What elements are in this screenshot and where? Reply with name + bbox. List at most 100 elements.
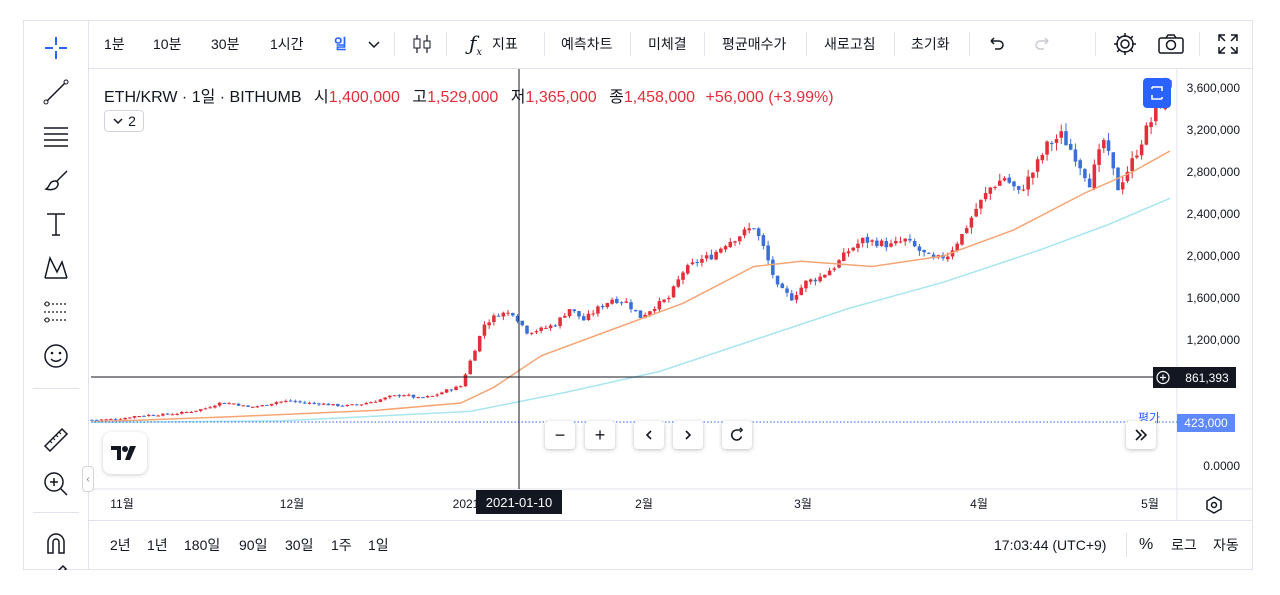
emoji-tool[interactable] (23, 336, 89, 376)
candle-body (648, 311, 652, 315)
low-label: 저 (510, 89, 526, 106)
open-orders-button[interactable]: 미체결 (648, 36, 687, 52)
candle-body (529, 332, 534, 334)
text-tool[interactable] (23, 204, 89, 244)
divider (894, 32, 895, 56)
trendline-tool[interactable] (23, 72, 89, 112)
candle-body (671, 286, 676, 298)
magnet-tool[interactable] (23, 524, 89, 564)
candle-body (1040, 154, 1045, 161)
percent-scale-toggle[interactable]: % (1139, 536, 1154, 553)
text-icon (47, 213, 65, 236)
lock-drawing-tool[interactable] (23, 558, 89, 570)
zoom-in-icon (44, 472, 68, 496)
candle-body (534, 331, 539, 333)
ruler-icon (43, 427, 69, 453)
candle-body (860, 237, 865, 244)
fib-tool[interactable] (23, 116, 89, 156)
brush-tool[interactable] (23, 160, 89, 200)
candle-body (1125, 171, 1130, 182)
candle-body (737, 236, 742, 242)
y-tick-label: 1,600,000 (1187, 291, 1241, 305)
pattern-tool[interactable] (23, 248, 89, 288)
log-scale-toggle[interactable]: 로그 (1171, 537, 1197, 553)
candle-body (421, 397, 425, 399)
range-2y[interactable]: 2년 (110, 537, 131, 553)
zoom-in-button[interactable]: + (585, 421, 615, 449)
toolbar-collapse-handle[interactable]: ‹ (82, 466, 94, 492)
auto-scale-toggle[interactable]: 자동 (1213, 537, 1239, 553)
prediction-icon (44, 301, 68, 323)
plus-circle-icon[interactable] (1156, 370, 1170, 385)
candle-body (950, 250, 955, 257)
scroll-right-button[interactable] (673, 421, 703, 449)
candle-body (591, 313, 595, 315)
candle-body (775, 275, 780, 285)
candle-body (1035, 159, 1040, 172)
candle-body (1083, 169, 1087, 179)
candle-body (586, 313, 591, 320)
tradingview-logo[interactable] (103, 432, 147, 474)
open-label: 시 (314, 89, 329, 106)
chevron-down-icon (113, 118, 123, 125)
scroll-to-latest-button[interactable] (1126, 421, 1156, 449)
divider (446, 32, 447, 56)
interval-1h[interactable]: 1시간 (270, 36, 304, 52)
fullscreen-button[interactable] (1217, 20, 1239, 68)
candle-body (681, 272, 685, 280)
zoom-tool[interactable] (23, 464, 89, 504)
prediction-tool[interactable] (23, 292, 89, 332)
interval-1m[interactable]: 1분 (104, 36, 125, 52)
range-1d[interactable]: 1일 (368, 537, 389, 553)
clock[interactable]: 17:03:44 (UTC+9) (994, 537, 1107, 553)
range-180d[interactable]: 180일 (184, 537, 221, 553)
redo-button[interactable] (1033, 20, 1053, 68)
settings-button[interactable] (1112, 20, 1138, 68)
indicators-button[interactable]: ƒx 지표 (469, 20, 518, 68)
candle-body (137, 416, 142, 418)
range-1y[interactable]: 1년 (147, 537, 168, 553)
trendline-icon (43, 79, 69, 105)
interval-dropdown[interactable] (367, 20, 381, 68)
refresh-button[interactable]: 새로고침 (824, 36, 876, 52)
divider (704, 32, 705, 56)
candle-body (227, 403, 231, 405)
crosshair-tool[interactable] (23, 28, 89, 68)
open-value: 1,400,000 (328, 89, 400, 106)
y-tick-label: 1,200,000 (1187, 333, 1241, 347)
candle-body (232, 403, 236, 405)
reset-button[interactable]: 초기화 (911, 36, 950, 52)
reset-view-button[interactable] (722, 421, 752, 449)
avg-buy-price-button[interactable]: 평균매수가 (722, 36, 787, 52)
axis-settings-button[interactable] (1202, 494, 1226, 516)
prediction-chart-button[interactable]: 예측차트 (561, 36, 613, 52)
measure-tool[interactable] (23, 420, 89, 460)
candle-body (643, 314, 647, 318)
candle-body (766, 245, 770, 261)
symbol-title[interactable]: ETH/KRW · 1일 · BITHUMB (104, 89, 302, 106)
sync-toggle-button[interactable] (1143, 78, 1171, 108)
candle-body (241, 405, 246, 407)
range-90d[interactable]: 90일 (239, 537, 268, 553)
candle-body (236, 403, 241, 406)
candle-body (217, 402, 222, 406)
candle-body (407, 394, 411, 396)
candle-body (558, 317, 562, 326)
undo-button[interactable] (986, 20, 1006, 68)
interval-10m[interactable]: 10분 (153, 36, 182, 52)
interval-1d[interactable]: 일 (334, 36, 347, 52)
range-1w[interactable]: 1주 (331, 537, 352, 553)
range-30d[interactable]: 30일 (285, 537, 314, 553)
chart-type-button[interactable] (410, 20, 434, 68)
zoom-out-button[interactable]: − (545, 421, 575, 449)
horizontal-lines-icon (44, 127, 68, 147)
candle-body (222, 402, 227, 404)
indicator-collapse-button[interactable]: 2 (104, 110, 144, 132)
interval-30m[interactable]: 30분 (211, 36, 240, 52)
candle-body (383, 397, 387, 400)
candle-body (359, 404, 364, 406)
candle-body (411, 394, 416, 398)
scroll-left-button[interactable] (634, 421, 664, 449)
screenshot-button[interactable] (1157, 20, 1185, 68)
